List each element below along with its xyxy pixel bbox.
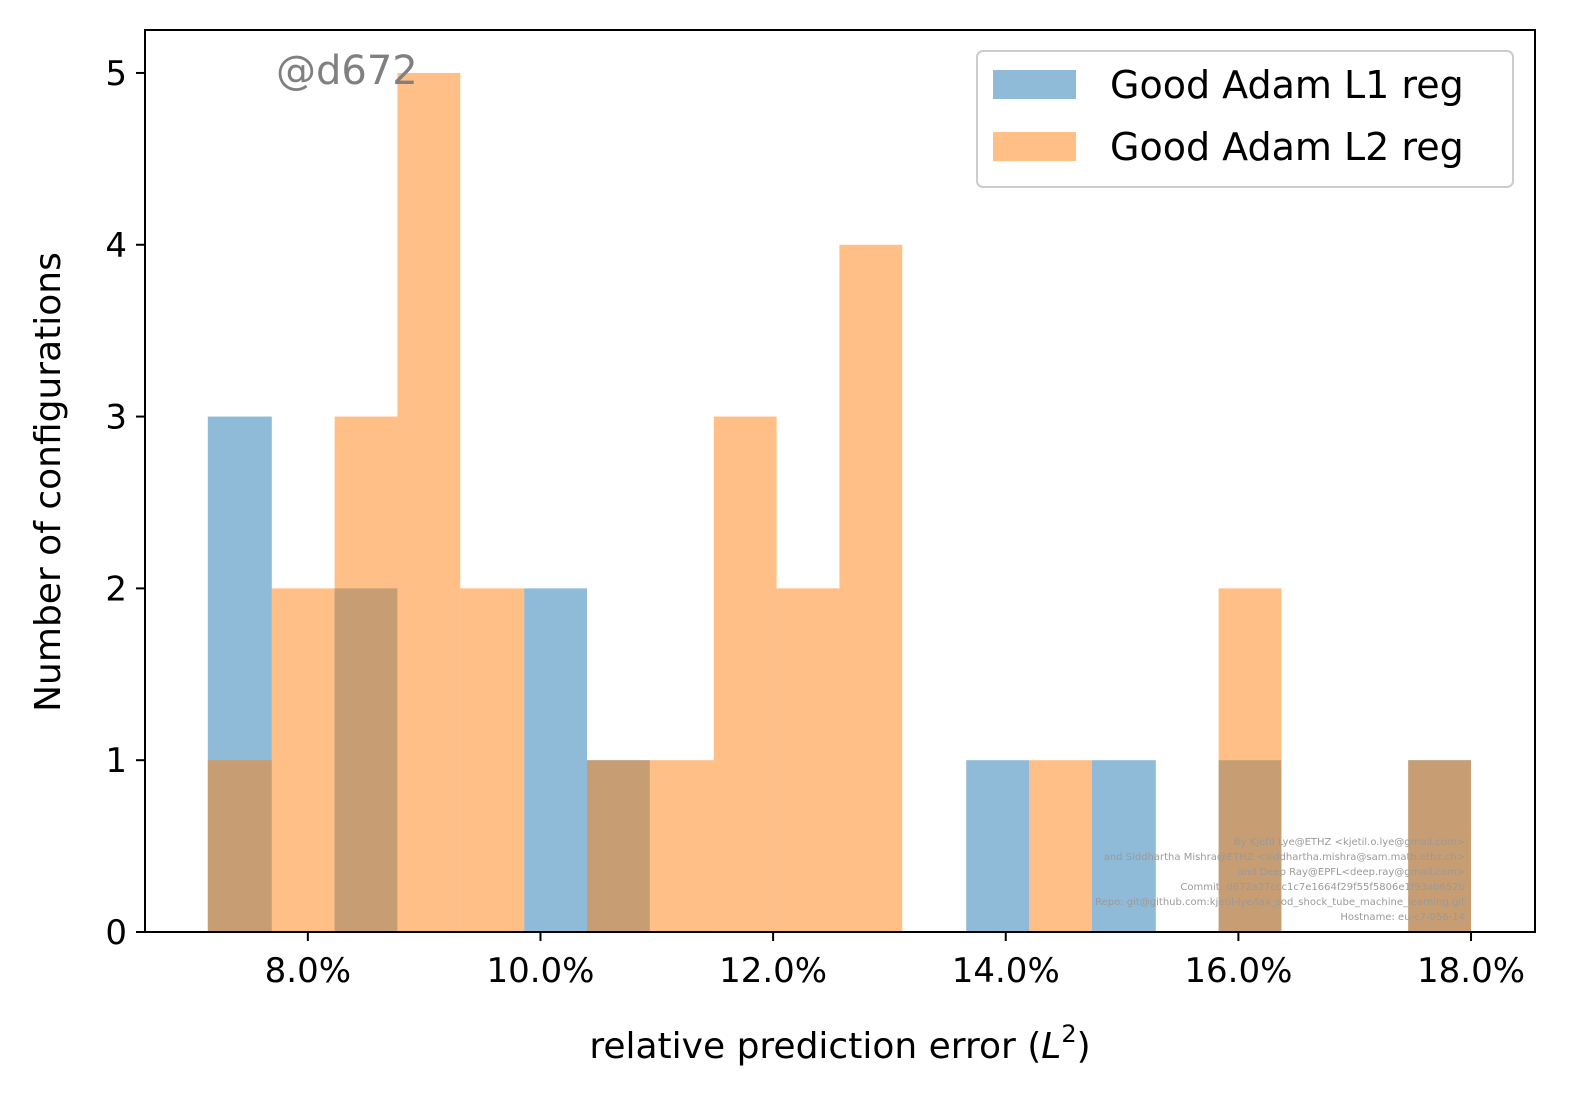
x-tick-label: 16.0% bbox=[1184, 951, 1292, 991]
credits-block: By Kjetil Lye@ETHZ <kjetil.o.lye@gmail.c… bbox=[1095, 837, 1465, 923]
credits-line: Repo: git@github.com:kjetil-lye/lax_sod_… bbox=[1095, 897, 1465, 908]
credits-line: Commit: d672a27ccc1c7e1664f29f55f5806e1f… bbox=[1180, 882, 1465, 893]
credits-line: and Deep Ray@EPFL<deep.ray@gmail.com> bbox=[1238, 867, 1465, 878]
credits-line: By Kjetil Lye@ETHZ <kjetil.o.lye@gmail.c… bbox=[1234, 837, 1465, 848]
bar-series-1-bin-5 bbox=[966, 760, 1030, 932]
x-axis-ticks: 8.0% 10.0% 12.0% 14.0% 16.0% 18.0% bbox=[265, 932, 1525, 991]
y-tick-label: 4 bbox=[105, 226, 127, 266]
x-tick-label: 18.0% bbox=[1417, 951, 1525, 991]
bar-series-2-bin-11 bbox=[1029, 760, 1092, 932]
commit-watermark: @d672 bbox=[276, 48, 418, 94]
plot-frame bbox=[144, 29, 1536, 933]
x-tick-label: 14.0% bbox=[952, 951, 1060, 991]
bar-series-2-bin-9 bbox=[776, 588, 840, 932]
bar-series-2-bin-6 bbox=[587, 760, 650, 932]
y-tick-label: 2 bbox=[105, 569, 127, 609]
credits-line: Hostname: eu-c7-056-14 bbox=[1340, 912, 1465, 923]
legend-label-2: Good Adam L2 reg bbox=[1110, 125, 1464, 169]
legend-label-1: Good Adam L1 reg bbox=[1110, 63, 1464, 107]
bar-series-2-bin-5 bbox=[460, 588, 525, 932]
x-axis-label-text: relative prediction error ( bbox=[589, 1026, 1041, 1067]
y-axis-ticks: 0 1 2 3 4 5 bbox=[105, 54, 145, 953]
y-axis-label: Number of configurations bbox=[28, 252, 69, 712]
x-tick-label: 10.0% bbox=[486, 951, 594, 991]
credits-line: and Siddhartha Mishra@ETHZ <siddhartha.m… bbox=[1104, 852, 1465, 863]
x-axis-label-superscript: 2 bbox=[1061, 1020, 1076, 1048]
bar-series-2-bin-3 bbox=[334, 416, 398, 933]
legend-box bbox=[976, 50, 1514, 188]
x-axis-label: relative prediction error (L2) bbox=[589, 1020, 1090, 1067]
bar-series-2-bin-7 bbox=[649, 760, 714, 932]
x-axis-label-math: L bbox=[1041, 1026, 1061, 1067]
legend: Good Adam L1 reg Good Adam L2 reg bbox=[976, 50, 1514, 188]
x-tick-label: 12.0% bbox=[719, 951, 827, 991]
bar-series-2-bin-12 bbox=[1218, 588, 1282, 932]
y-tick-label: 1 bbox=[105, 741, 127, 781]
x-axis-label-close: ) bbox=[1077, 1026, 1091, 1067]
y-tick-label: 3 bbox=[105, 398, 127, 438]
bar-series-2-bin-10 bbox=[839, 244, 903, 932]
bar-series-2-bin-8 bbox=[713, 416, 777, 933]
bar-series-1-bin-3 bbox=[524, 588, 588, 932]
y-tick-label: 0 bbox=[105, 913, 127, 953]
bar-series-1-bin-6 bbox=[1091, 760, 1156, 932]
legend-swatch-1 bbox=[993, 70, 1076, 99]
bar-series-2-bin-2 bbox=[271, 588, 335, 932]
bar-series-2-bin-13 bbox=[1408, 760, 1472, 932]
bars-layer bbox=[207, 72, 1472, 933]
bar-series-2-bin-4 bbox=[397, 72, 461, 932]
bar-series-2-bin-1 bbox=[207, 760, 272, 932]
legend-swatch-2 bbox=[993, 132, 1076, 161]
y-tick-label: 5 bbox=[105, 54, 127, 94]
x-tick-label: 8.0% bbox=[265, 951, 351, 991]
